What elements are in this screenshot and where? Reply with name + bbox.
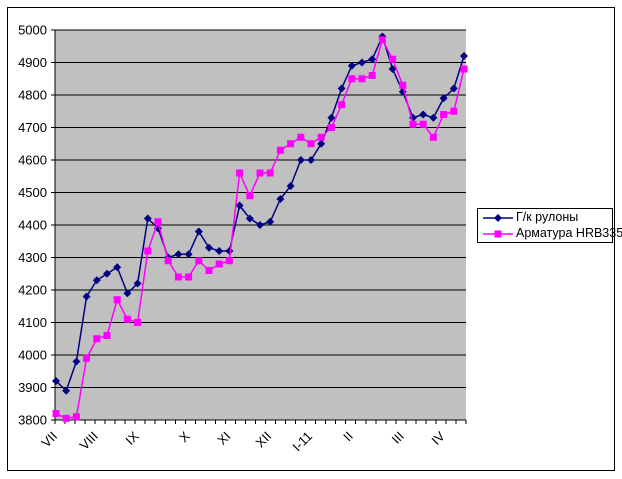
svg-text:4100: 4100 <box>18 315 47 330</box>
legend-label-armatura: Арматура HRB335 <box>516 226 622 240</box>
svg-text:IX: IX <box>122 428 142 448</box>
svg-text:3800: 3800 <box>18 413 47 428</box>
svg-text:XII: XII <box>252 429 274 451</box>
svg-text:5000: 5000 <box>18 23 47 38</box>
series-armatura-hrb335 <box>52 36 468 422</box>
legend-item-hk-rulony: Г/к рулоны <box>482 210 612 226</box>
svg-text:4200: 4200 <box>18 283 47 298</box>
y-axis-labels: 3800 3900 4000 4100 4200 4300 4400 4500 4600 4700… <box>18 23 47 428</box>
legend-marker-diamond-icon <box>483 213 513 222</box>
svg-text:IV: IV <box>428 428 448 448</box>
svg-text:II: II <box>340 429 356 445</box>
x-axis-labels: VII VIII IX X XI XII I-11 II III IV <box>38 428 448 454</box>
svg-text:VIII: VIII <box>77 429 101 453</box>
svg-text:4900: 4900 <box>18 55 47 70</box>
svg-text:VII: VII <box>38 429 60 451</box>
svg-text:4800: 4800 <box>18 88 47 103</box>
svg-text:4600: 4600 <box>18 153 47 168</box>
svg-text:III: III <box>389 429 407 447</box>
legend-item-armatura: Арматура HRB335 <box>482 226 622 242</box>
legend-label-hk-rulony: Г/к рулоны <box>516 210 579 224</box>
svg-text:4500: 4500 <box>18 185 47 200</box>
svg-text:4300: 4300 <box>18 250 47 265</box>
svg-text:X: X <box>176 428 193 445</box>
legend: Г/к рулоны Арматура HRB335 <box>477 208 622 243</box>
svg-text:XI: XI <box>214 429 233 448</box>
x-axis-ticks <box>54 420 467 424</box>
legend-marker-square-icon <box>483 230 513 237</box>
svg-text:4700: 4700 <box>18 120 47 135</box>
svg-text:4400: 4400 <box>18 218 47 233</box>
svg-text:3900: 3900 <box>18 380 47 395</box>
svg-text:I-11: I-11 <box>289 429 315 455</box>
svg-text:4000: 4000 <box>18 348 47 363</box>
